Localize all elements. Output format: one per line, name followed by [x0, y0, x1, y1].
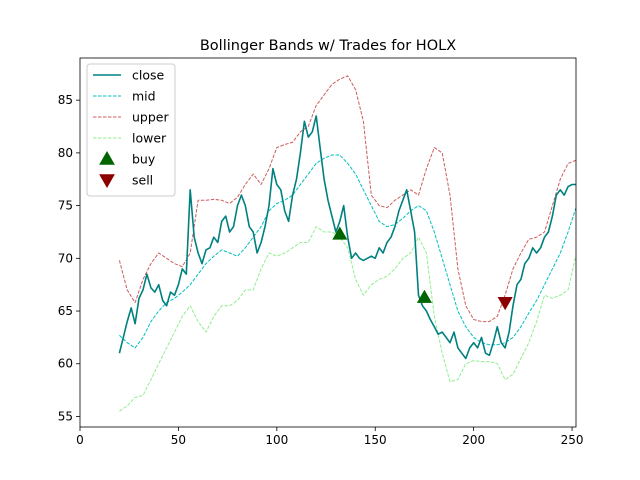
- buy-marker: [416, 289, 432, 303]
- legend-close-label: close: [132, 68, 165, 83]
- buy-marker: [332, 226, 348, 240]
- y-tick-label: 75: [58, 199, 73, 213]
- y-tick-label: 70: [58, 251, 73, 265]
- series-lower-line: [119, 226, 577, 412]
- y-tick-label: 85: [58, 93, 73, 107]
- x-tick-label: 250: [561, 433, 584, 447]
- legend-mid-label: mid: [132, 89, 156, 104]
- y-tick-label: 55: [58, 409, 73, 423]
- series-close-line: [118, 115, 576, 360]
- x-tick-label: 0: [76, 433, 84, 447]
- legend-lower-label: lower: [132, 131, 167, 146]
- series-mid-line: [119, 154, 577, 349]
- y-tick-label: 80: [58, 146, 73, 160]
- y-tick-label: 60: [58, 357, 73, 371]
- y-tick-label: 65: [58, 304, 73, 318]
- series-layer: [118, 75, 577, 412]
- chart-title: Bollinger Bands w/ Trades for HOLX: [200, 38, 456, 54]
- x-axis: 0 50 100 150 200 250: [76, 427, 584, 447]
- legend-sell-swatch: [99, 174, 115, 189]
- series-upper-line: [118, 75, 577, 323]
- legend-upper-label: upper: [132, 110, 169, 125]
- x-tick-label: 150: [364, 433, 387, 447]
- x-tick-label: 100: [265, 433, 288, 447]
- x-tick-label: 50: [171, 433, 186, 447]
- plot-frame: [79, 57, 577, 428]
- x-tick-label: 200: [462, 433, 485, 447]
- y-axis: 55 60 65 70 75 80 85: [58, 93, 80, 423]
- legend-sell-label: sell: [132, 173, 153, 188]
- legend-buy-swatch: [99, 150, 115, 165]
- sell-marker: [497, 297, 513, 311]
- legend: close mid upper lower buy sell: [86, 63, 176, 197]
- legend-buy-label: buy: [132, 152, 156, 167]
